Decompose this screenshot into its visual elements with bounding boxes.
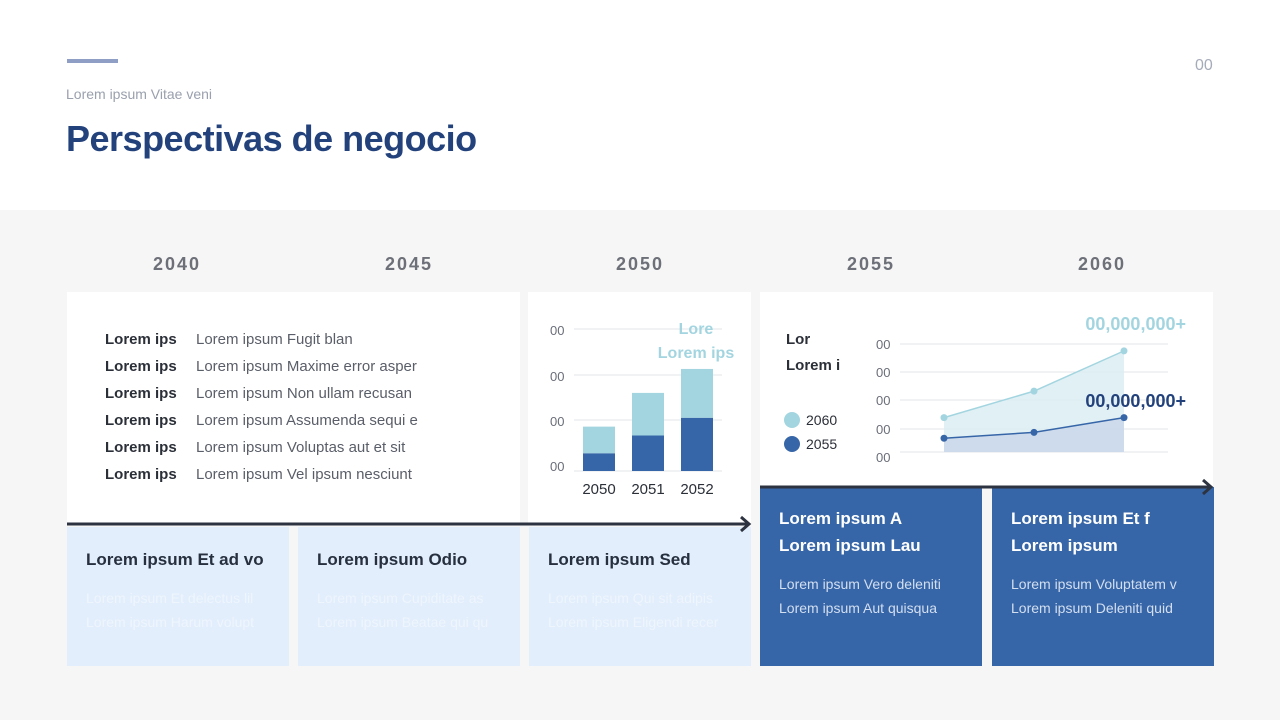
light-info-box: Lorem ipsum Sed Lorem ipsum Qui sit adip… xyxy=(529,527,751,666)
area-y-tick-label: 00 xyxy=(876,337,890,352)
box-text: Lorem ipsum Qui sit adipis xyxy=(548,590,713,606)
bar-segment xyxy=(632,392,664,436)
list-item-key: Lorem ips xyxy=(105,385,177,402)
bar-legend-title: Lore xyxy=(679,321,714,338)
data-point xyxy=(1030,428,1038,436)
list-item-value: Lorem ipsum Maxime error asper xyxy=(196,358,417,375)
bar-x-tick-label: 2052 xyxy=(680,481,713,498)
list-item-value: Lorem ipsum Non ullam recusan xyxy=(196,385,412,402)
slide-subtitle: Lorem ipsum Vitae veni xyxy=(66,86,213,102)
bar-segment xyxy=(583,453,615,471)
year-label-2045: 2045 xyxy=(384,254,434,274)
area-chart: Lor Lorem i 2060 2055 00 00 00 00 00 00,… xyxy=(784,314,1186,465)
bar-segment xyxy=(583,426,615,454)
bar-chart-bars xyxy=(583,368,713,471)
box-heading: Lorem ipsum Sed xyxy=(548,550,691,569)
legend-label-2060: 2060 xyxy=(806,412,837,428)
legend-label-2055: 2055 xyxy=(806,436,837,452)
bar-segment xyxy=(632,435,664,471)
box-text: Lorem ipsum Deleniti quid xyxy=(1011,600,1173,616)
bar-segment xyxy=(681,368,713,418)
box-text: Lorem ipsum Et delectus lil xyxy=(86,590,254,606)
area-chart-series xyxy=(940,347,1128,452)
box-text: Lorem ipsum Voluptatem v xyxy=(1011,576,1177,592)
box-text: Lorem ipsum Harum volupt xyxy=(86,614,255,630)
box-heading: Lorem ipsum Et f xyxy=(1011,509,1150,528)
area-y-tick-label: 00 xyxy=(876,365,890,380)
value-label-bottom: 00,000,000+ xyxy=(1085,391,1186,411)
list-item-value: Lorem ipsum Voluptas aut et sit xyxy=(196,439,406,456)
data-point xyxy=(940,434,948,442)
bar-y-tick-label: 00 xyxy=(550,323,564,338)
list-item-key: Lorem ips xyxy=(105,466,177,483)
data-point xyxy=(940,414,948,422)
list-item-value: Lorem ipsum Assumenda sequi e xyxy=(196,412,418,429)
light-info-box: Lorem ipsum Odio Lorem ipsum Cupiditate … xyxy=(298,527,520,666)
list-item-key: Lorem ips xyxy=(105,358,177,375)
year-label-2040: 2040 xyxy=(152,254,202,274)
box-heading: Lorem ipsum Odio xyxy=(317,550,468,569)
list-card xyxy=(67,292,520,524)
bar-legend-subtitle: Lorem ips xyxy=(658,345,735,362)
area-y-tick-label: 00 xyxy=(876,393,890,408)
box-text: Lorem ipsum Cupiditate as xyxy=(317,590,484,606)
box-heading: Lorem ipsum Lau xyxy=(779,536,921,555)
bar-y-tick-label: 00 xyxy=(550,369,564,384)
line-chart-card xyxy=(760,292,1213,487)
list-item-value: Lorem ipsum Vel ipsum nesciunt xyxy=(196,466,412,483)
list-item-key: Lorem ips xyxy=(105,439,177,456)
data-point xyxy=(1030,387,1038,395)
year-label-2060: 2060 xyxy=(1077,254,1127,274)
slide-title: Perspectivas de negocio xyxy=(66,118,477,159)
light-info-box: Lorem ipsum Et ad vo Lorem ipsum Et dele… xyxy=(67,527,289,666)
bar-chart: 00 00 00 00 2050 2051 2052 Lore Lorem ip… xyxy=(550,321,735,498)
dark-info-box: Lorem ipsum A Lorem ipsum Lau Lorem ipsu… xyxy=(760,487,982,666)
box-text: Lorem ipsum Beatae qui qu xyxy=(317,614,489,630)
accent-line xyxy=(67,59,118,63)
area-y-tick-label: 00 xyxy=(876,450,890,465)
box-text: Lorem ipsum Vero deleniti xyxy=(779,576,941,592)
list-item-value: Lorem ipsum Fugit blan xyxy=(196,331,353,348)
box-heading: Lorem ipsum Et ad vo xyxy=(86,550,264,569)
area-chart-subtitle: Lorem i xyxy=(786,357,840,374)
dark-info-box: Lorem ipsum Et f Lorem ipsum Lorem ipsum… xyxy=(992,487,1214,666)
list-item-key: Lorem ips xyxy=(105,331,177,348)
legend-swatch-2055 xyxy=(784,436,800,452)
legend-swatch-2060 xyxy=(784,412,800,428)
list-item-key: Lorem ips xyxy=(105,412,177,429)
bar-y-tick-label: 00 xyxy=(550,414,564,429)
header-area: Lorem ipsum Vitae veni Perspectivas de n… xyxy=(0,0,1280,210)
bar-x-tick-label: 2050 xyxy=(582,481,615,498)
page-number: 00 xyxy=(1195,57,1213,74)
year-label-2055: 2055 xyxy=(846,254,896,274)
data-point xyxy=(1120,414,1128,422)
area-y-tick-label: 00 xyxy=(876,422,890,437)
box-text: Lorem ipsum Aut quisqua xyxy=(779,600,937,616)
data-point xyxy=(1120,347,1128,355)
bar-segment xyxy=(681,417,713,471)
bar-x-tick-label: 2051 xyxy=(631,481,664,498)
area-chart-title: Lor xyxy=(786,331,810,348)
year-label-2050: 2050 xyxy=(615,254,665,274)
bar-y-tick-label: 00 xyxy=(550,459,564,474)
box-heading: Lorem ipsum xyxy=(1011,536,1118,555)
box-heading: Lorem ipsum A xyxy=(779,509,903,528)
value-label-top: 00,000,000+ xyxy=(1085,314,1186,334)
box-text: Lorem ipsum Eligendi recer xyxy=(548,614,719,630)
